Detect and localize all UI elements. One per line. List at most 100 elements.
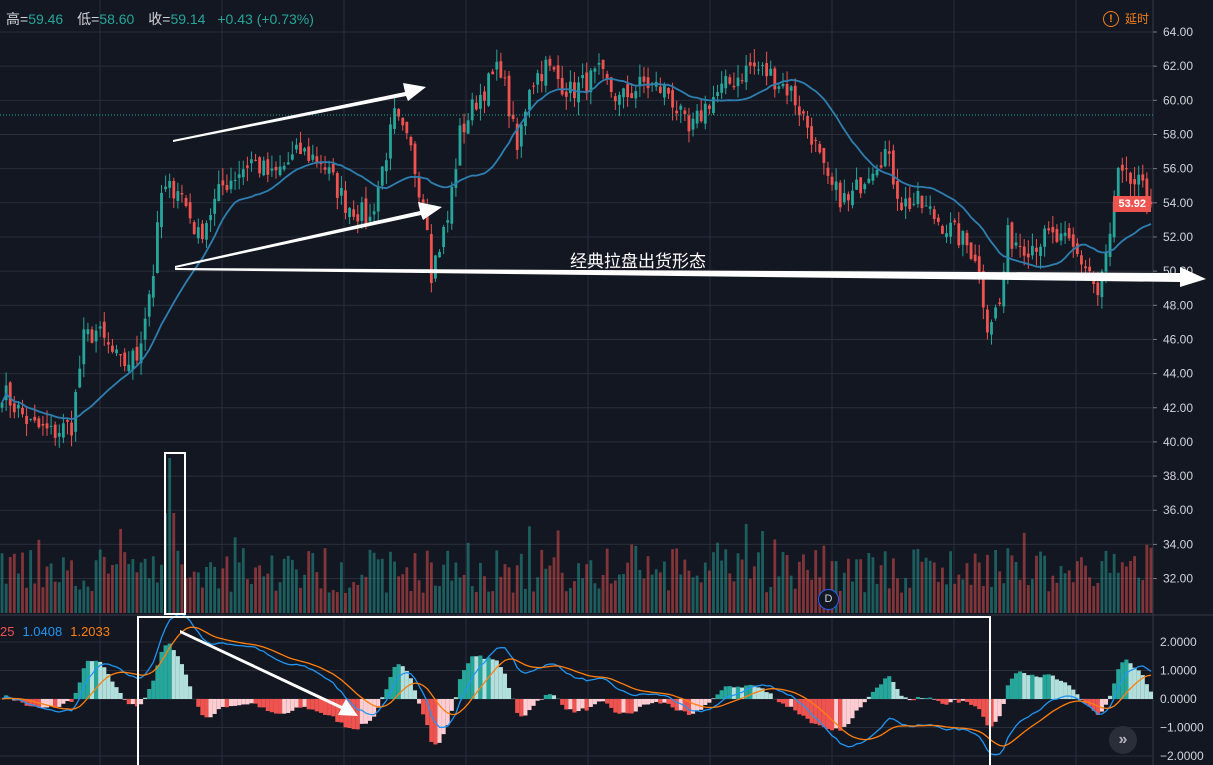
candle-body xyxy=(871,173,875,181)
volume-bar xyxy=(278,582,282,613)
macd-hist-bar xyxy=(862,699,867,703)
volume-bar xyxy=(450,580,454,613)
candle-body xyxy=(335,173,339,198)
volume-bar xyxy=(250,584,253,613)
candle-body xyxy=(352,209,356,217)
macd-hist-bar xyxy=(1148,691,1153,699)
volume-bar xyxy=(564,591,568,613)
candle-body xyxy=(548,58,552,66)
macd-hist-bar xyxy=(850,699,855,719)
candle-body xyxy=(932,209,936,219)
volume-bar xyxy=(1010,555,1014,613)
macd-hist-bar xyxy=(40,699,45,708)
macd-hist-bar xyxy=(1058,680,1064,699)
volume-bar xyxy=(344,592,347,613)
macd-hist-bar xyxy=(1067,685,1072,699)
volume-bar xyxy=(544,568,548,613)
delay-label: 延时 xyxy=(1125,12,1150,26)
candle-body xyxy=(1059,233,1063,241)
volume-bar xyxy=(977,562,981,613)
candle-body xyxy=(855,179,858,190)
macd-hist-bar xyxy=(895,689,900,699)
volume-bar xyxy=(397,576,401,613)
macd-hist-bar xyxy=(1054,679,1059,699)
candle-body xyxy=(356,214,360,222)
volume-bar xyxy=(867,553,871,613)
candle-body xyxy=(434,255,437,279)
candle-body xyxy=(384,160,388,172)
macd-hist-bar xyxy=(580,699,585,709)
volume-bar xyxy=(495,550,499,613)
macd-hist-bar xyxy=(936,699,941,702)
volume-bar xyxy=(916,549,920,613)
macd-hist-bar xyxy=(654,699,659,702)
volume-bar xyxy=(618,574,621,613)
macd-hist-bar xyxy=(969,699,974,705)
candle-body xyxy=(1120,164,1124,171)
candle-body xyxy=(245,165,249,168)
volume-bar xyxy=(1075,561,1079,613)
volume-bar xyxy=(748,578,752,613)
candle-body xyxy=(1043,228,1047,247)
volume-bar xyxy=(1035,555,1038,613)
macd-hist-bar xyxy=(1022,673,1027,699)
volume-bar xyxy=(1014,562,1018,613)
macd-hist-bar xyxy=(964,699,970,702)
candle-body xyxy=(237,174,241,178)
dividend-marker[interactable]: D xyxy=(818,589,839,610)
candle-body xyxy=(176,191,180,201)
volume-bar xyxy=(773,539,777,613)
candle-body xyxy=(225,185,229,191)
macd-hist-bar xyxy=(367,699,373,721)
macd-hist-bar xyxy=(384,689,389,699)
candle-body xyxy=(977,256,981,275)
candle-body xyxy=(846,194,850,201)
candle-body xyxy=(1141,174,1145,181)
candle-body xyxy=(834,181,838,190)
volume-bar xyxy=(192,571,196,613)
delay-badge[interactable]: ! 延时 xyxy=(1103,10,1149,27)
volume-bar xyxy=(556,530,560,613)
volume-bar xyxy=(209,562,212,613)
volume-bar xyxy=(1133,556,1137,613)
candle-body xyxy=(462,123,466,133)
macd-hist-bar xyxy=(65,699,70,702)
candle-body xyxy=(323,167,327,170)
macd-hist-bar xyxy=(1046,674,1051,699)
macd-hist-bar xyxy=(94,660,99,699)
volume-bar xyxy=(830,561,834,613)
candle-body xyxy=(147,294,151,317)
candle-body xyxy=(311,154,315,160)
candle-body xyxy=(192,222,196,235)
volume-bar xyxy=(953,583,957,613)
macd-histogram xyxy=(4,643,1153,745)
volume-bar xyxy=(1116,572,1120,613)
candle-body xyxy=(250,159,253,164)
candle-body xyxy=(740,80,744,82)
candle-body xyxy=(1129,172,1132,184)
low-value: 58.60 xyxy=(99,11,135,27)
macd-hist-bar xyxy=(494,660,499,699)
macd-hist-bar xyxy=(1136,670,1141,699)
macd-hist-bar xyxy=(981,699,986,717)
macd-hist-bar xyxy=(335,699,340,722)
volume-bar xyxy=(41,587,45,613)
volume-bar xyxy=(290,559,294,613)
macd-hist-bar xyxy=(228,699,234,707)
volume-bar xyxy=(393,561,396,613)
scroll-to-realtime-button[interactable]: » xyxy=(1109,726,1137,754)
candle-body xyxy=(33,416,37,421)
volume-bar xyxy=(1125,566,1128,613)
macd-hist-bar xyxy=(204,699,209,718)
macd-hist-bar xyxy=(952,699,957,700)
volume-bar xyxy=(303,574,307,613)
macd-hist-bar xyxy=(1124,659,1129,699)
volume-bar xyxy=(1006,548,1010,613)
volume-bar xyxy=(532,591,535,613)
candle-body xyxy=(417,177,421,198)
candle-body xyxy=(556,65,560,80)
macd-hist-bar xyxy=(167,643,172,699)
volume-bar xyxy=(98,549,102,613)
macd-hist-bar xyxy=(592,699,597,705)
